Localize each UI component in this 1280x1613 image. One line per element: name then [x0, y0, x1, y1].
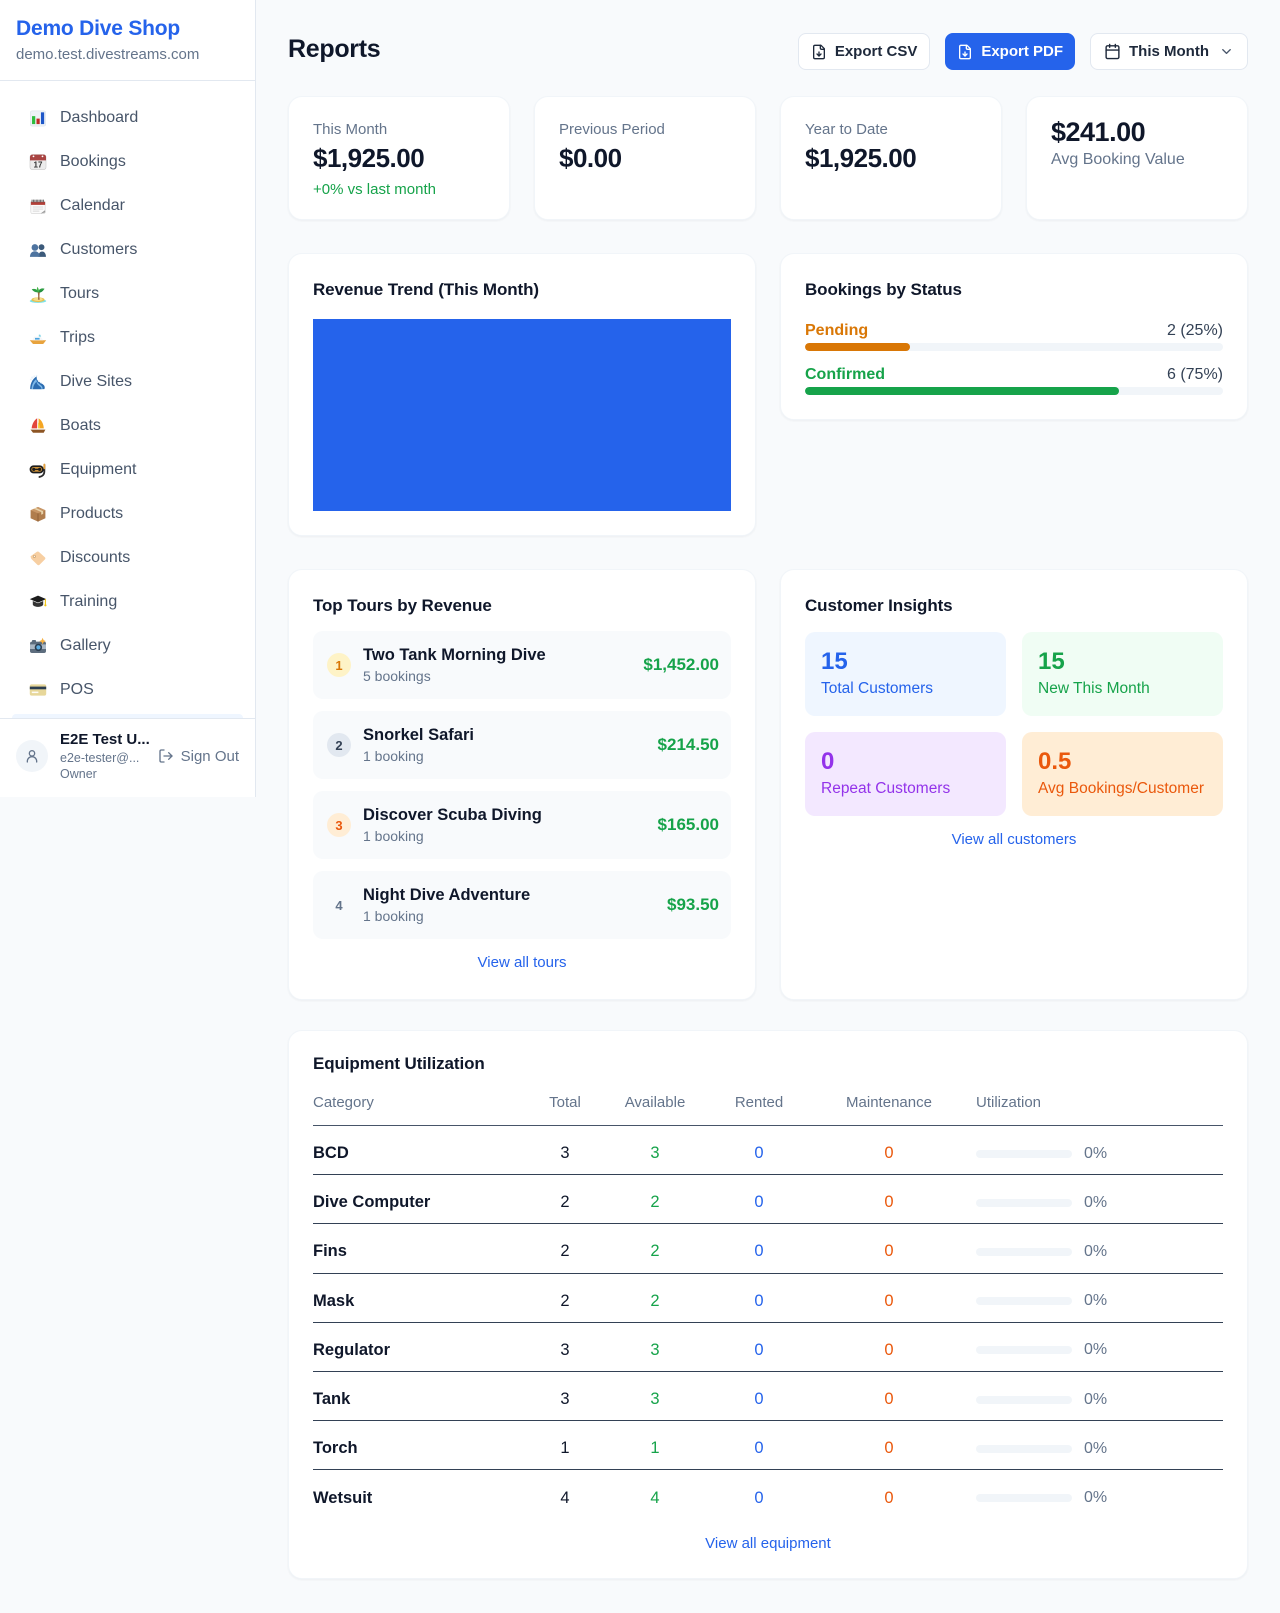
- svg-text:17: 17: [34, 161, 43, 170]
